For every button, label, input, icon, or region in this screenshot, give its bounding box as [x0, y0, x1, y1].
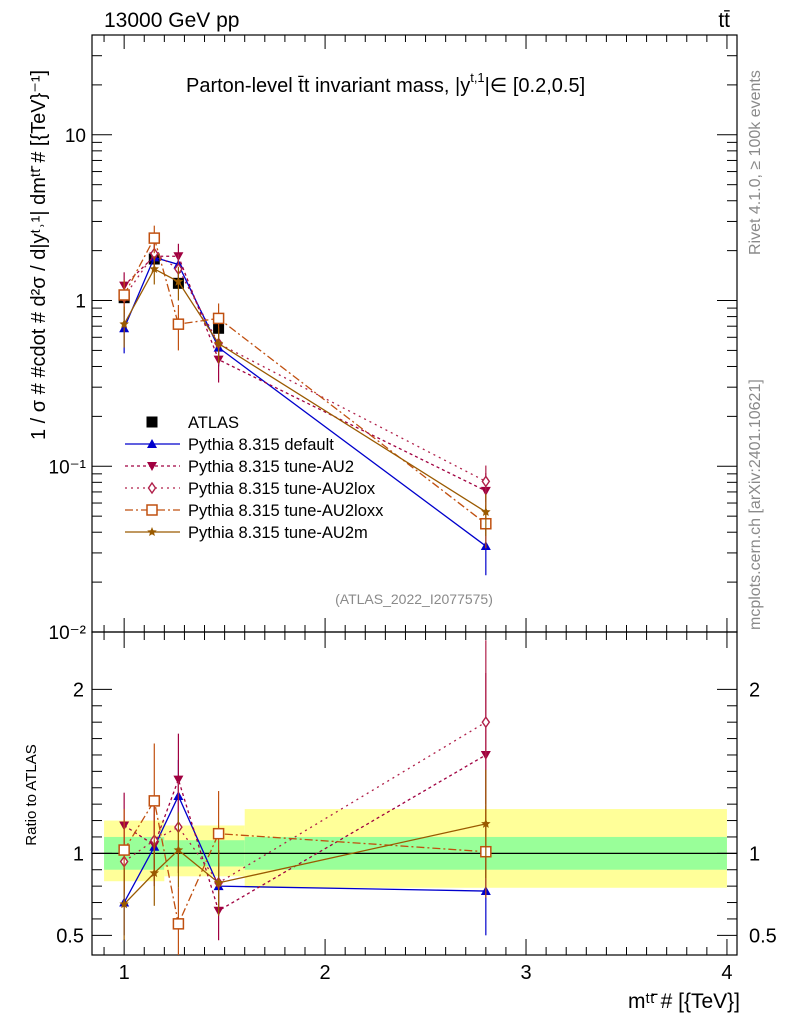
legend-label: ATLAS [188, 414, 239, 432]
legend-item: Pythia 8.315 default [125, 436, 334, 454]
legend-item: ATLAS [146, 414, 239, 432]
main-ytick-label: 10 [65, 126, 86, 147]
legend-label: Pythia 8.315 tune-AU2lox [188, 480, 376, 498]
ratio-ytick-label: 2 [73, 679, 84, 701]
rivet-label: Rivet 4.1.0, ≥ 100k events [747, 70, 764, 255]
ratio-ytick-label: 0.5 [56, 925, 84, 947]
main-ytick-label: 10⁻² [49, 623, 87, 644]
main-panel: 10⁻² 10⁻¹ 1 10 Parton-level t̄t invariant m… [28, 34, 738, 644]
series-4 [118, 225, 492, 549]
ratio-panel: 0.5 0.5 1 1 2 2 1 2 3 4 Ratio to ATLAS mᵗᵗ̄ # [{T… [23, 631, 777, 1013]
data-point [173, 276, 184, 286]
legend-marker [147, 462, 157, 471]
main-ytick-label: 10⁻¹ [49, 457, 87, 478]
legend-marker [147, 439, 157, 448]
ratio-data-point [118, 844, 130, 856]
legend-item: Pythia 8.315 tune-AU2m [125, 524, 368, 542]
ratio-bands [92, 809, 737, 888]
ratio-ytick-label-right: 1 [749, 843, 760, 865]
ratio-series-group [118, 640, 492, 955]
legend-item: Pythia 8.315 tune-AU2loxx [125, 502, 384, 520]
data-point [172, 318, 185, 330]
ratio-ytick-label-right: 0.5 [749, 925, 777, 947]
main-title: Parton-level t̄t invariant mass, |yt,1|∈… [186, 70, 585, 97]
legend-marker [147, 481, 157, 495]
main-ylabel: 1 / σ # #cdot # d²σ / d|yᵗ˒¹| dmᵗᵗ̄ # [{… [28, 70, 50, 440]
ratio-axis-ticks: 0.5 0.5 1 1 2 2 1 2 3 4 [56, 632, 777, 984]
data-point [119, 319, 129, 329]
legend: ATLAS Pythia 8.315 default Pythia 8.315 tu… [125, 414, 384, 542]
header-right: tt̄ [718, 9, 730, 32]
main-series-group [118, 225, 492, 576]
legend-item: Pythia 8.315 tune-AU2 [125, 458, 354, 476]
legend-marker [146, 504, 158, 516]
main-title-text: Parton-level t̄t invariant mass, |y [186, 75, 470, 97]
ratio-data-point [213, 877, 224, 887]
main-ytick-label: 1 [75, 292, 86, 313]
ratio-ytick-label-right: 2 [749, 679, 760, 701]
mcplots-label: mcplots.cern.ch [arXiv:2401.10621] [747, 379, 764, 630]
legend-label: Pythia 8.315 default [188, 436, 334, 454]
xtick-label: 2 [320, 962, 331, 984]
ratio-frame [91, 631, 738, 956]
ratio-ytick-label: 1 [73, 843, 84, 865]
main-axis-ticks: 10⁻² 10⁻¹ 1 10 [49, 34, 737, 644]
series-line [123, 236, 487, 525]
ratio-series-1 [119, 672, 491, 941]
ratio-data-point [481, 715, 491, 729]
main-title-sup: t,1 [470, 70, 484, 85]
ratio-series-4 [119, 769, 491, 941]
legend-marker [147, 527, 157, 536]
legend-label: Pythia 8.315 tune-AU2m [188, 524, 368, 542]
legend-marker [146, 416, 158, 428]
xtick-label: 4 [721, 962, 732, 984]
series-5 [119, 256, 491, 536]
ratio-data-point [173, 845, 184, 855]
main-frame [91, 34, 738, 633]
header-left: 13000 GeV pp [104, 9, 239, 32]
ratio-series-line [123, 721, 487, 884]
main-title-tail: |∈ [0.2,0.5] [485, 75, 585, 97]
x-axis-label: mᵗᵗ̄ # [{TeV}] [628, 990, 740, 1013]
data-point [481, 507, 491, 516]
ratio-data-point [119, 899, 129, 909]
data-point [481, 475, 491, 488]
xtick-label: 3 [520, 962, 531, 984]
legend-label: Pythia 8.315 tune-AU2loxx [188, 502, 384, 520]
watermark: (ATLAS_2022_I2077575) [335, 591, 493, 607]
data-point [213, 338, 224, 348]
data-point [212, 312, 225, 325]
data-point [118, 289, 130, 301]
data-point [149, 264, 159, 273]
ratio-data-point [149, 868, 159, 878]
ratio-data-point [173, 775, 184, 785]
legend-label: Pythia 8.315 tune-AU2 [188, 458, 354, 476]
ratio-data-point [172, 918, 185, 930]
legend-item: Pythia 8.315 tune-AU2lox [125, 480, 376, 498]
ratio-data-point [148, 795, 161, 807]
ratio-ylabel: Ratio to ATLAS [23, 744, 40, 845]
ratio-data-point [212, 827, 225, 840]
data-point [148, 232, 161, 244]
xtick-label: 1 [119, 962, 130, 984]
ratio-data-point [481, 818, 491, 828]
